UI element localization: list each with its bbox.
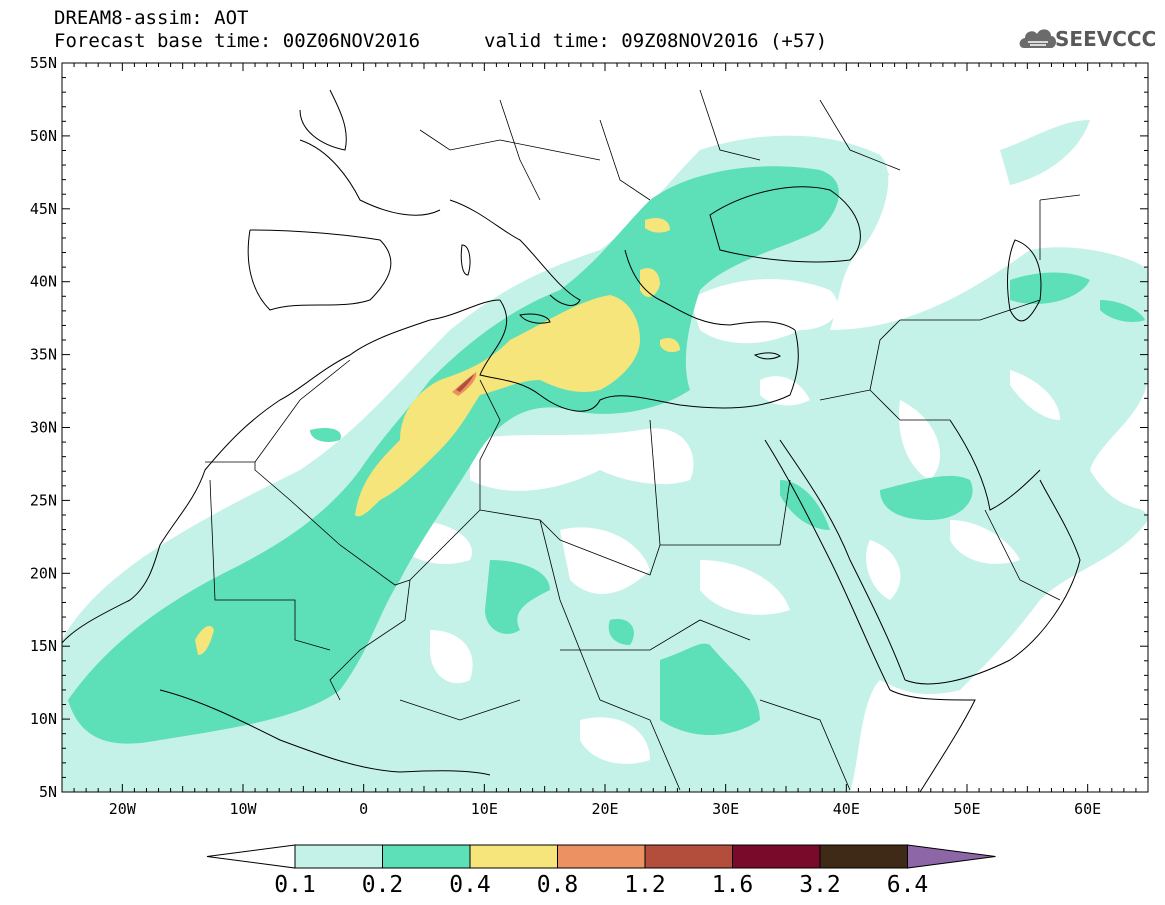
coastlines	[62, 89, 1081, 792]
lon-axis: 20W 10W 0 10E 20E 30E 40E 50E 60E	[61, 63, 1149, 818]
title-line-1: DREAM8-assim: AOT	[54, 7, 249, 29]
lon-label: 60E	[1074, 800, 1101, 818]
colorbar-box	[644, 844, 733, 869]
logo-text: SEEVCCC	[1055, 27, 1157, 51]
lon-label: 10E	[471, 800, 498, 818]
aot-level-1.2	[452, 372, 477, 396]
colorbar-box	[819, 844, 908, 869]
title-valid-time: valid time: 09Z08NOV2016 (+57)	[484, 30, 828, 52]
lat-label: 10N	[30, 710, 57, 728]
lon-label: 30E	[712, 800, 739, 818]
cloud-logo-icon	[1019, 29, 1057, 48]
aot-field	[62, 120, 1148, 792]
lat-label: 25N	[30, 491, 57, 509]
lon-label: 10W	[229, 800, 257, 818]
lat-label: 35N	[30, 346, 57, 364]
lon-label: 50E	[953, 800, 980, 818]
lon-label: 20W	[109, 800, 137, 818]
lat-label: 50N	[30, 127, 57, 145]
lat-label: 45N	[30, 200, 57, 218]
aot-level-0.2	[68, 166, 1145, 744]
lat-label: 40N	[30, 273, 57, 291]
colorbar-box	[294, 844, 383, 869]
lat-label: 5N	[39, 783, 57, 801]
colorbar-over-triangle	[907, 844, 996, 869]
aot-level-0.4	[195, 218, 680, 655]
lon-label: 20E	[591, 800, 618, 818]
colorbar-label: 0.4	[449, 872, 491, 898]
colorbar-label: 1.6	[712, 872, 754, 898]
colorbar-box	[382, 844, 471, 869]
lat-label: 55N	[30, 54, 57, 72]
lon-label: 0	[359, 800, 368, 818]
colorbar-label: 6.4	[887, 872, 929, 898]
lat-label: 15N	[30, 637, 57, 655]
lat-label: 30N	[30, 419, 57, 437]
lat-label: 20N	[30, 564, 57, 582]
aot-low-areas	[400, 279, 1060, 764]
colorbar-label: 0.8	[537, 872, 579, 898]
colorbar-box	[557, 844, 646, 869]
colorbar-label: 0.2	[362, 872, 404, 898]
lon-label: 40E	[833, 800, 860, 818]
colorbar-label: 0.1	[274, 872, 316, 898]
title-base-time: Forecast base time: 00Z06NOV2016	[54, 30, 421, 52]
lat-axis: 55N 50N 45N 40N 35N 30N 25N 20N 15N 10N 5N	[30, 54, 1148, 801]
colorbar-label: 3.2	[799, 872, 841, 898]
colorbar-under-triangle	[206, 844, 296, 869]
colorbar-box	[469, 844, 558, 869]
colorbar-label: 1.2	[624, 872, 666, 898]
borders	[205, 89, 1081, 791]
colorbar-box	[732, 844, 821, 869]
